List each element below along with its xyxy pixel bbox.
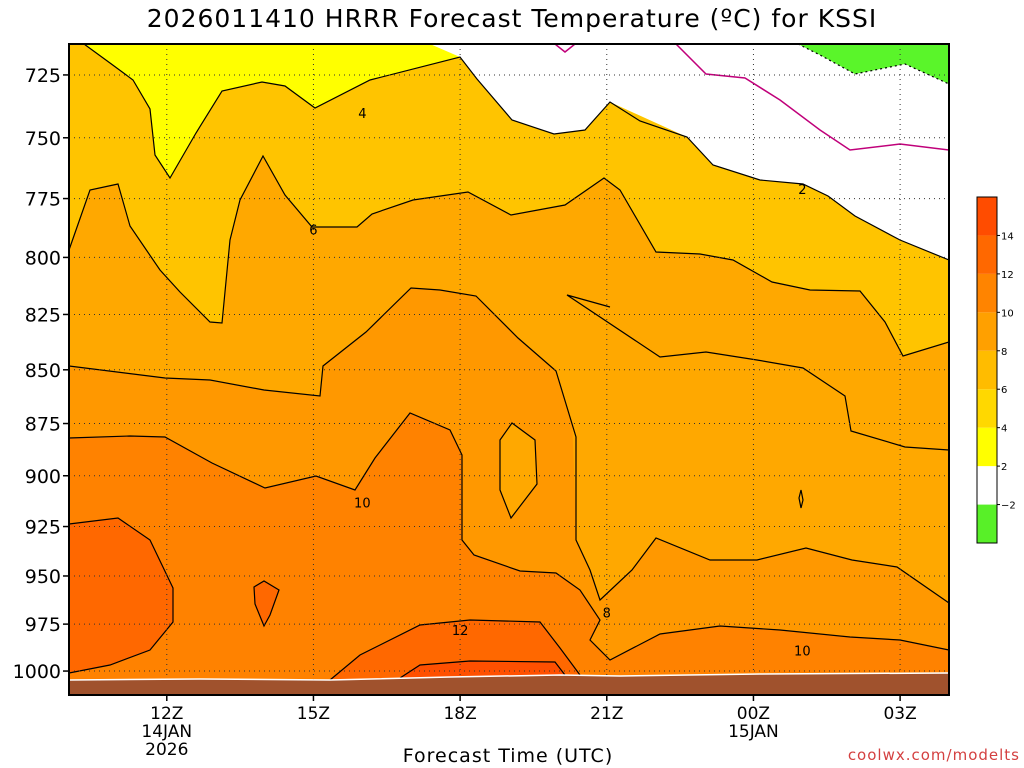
contour-label: 10 xyxy=(794,645,811,660)
colorbar-tick-label: 4 xyxy=(1001,424,1007,435)
colorbar-tick-label: 10 xyxy=(1001,308,1014,319)
y-tick-label: 875 xyxy=(25,414,61,436)
y-tick-label: 750 xyxy=(25,128,61,150)
x-tick-year-label: 2026 xyxy=(145,740,188,760)
y-tick-label: 1000 xyxy=(13,661,61,683)
grid xyxy=(69,44,949,695)
colorbar-tick-label: 2 xyxy=(1001,462,1007,473)
contour-label: 4 xyxy=(358,107,366,122)
x-tick-label: 15Z xyxy=(297,704,330,724)
x-tick-label: 12Z xyxy=(150,704,183,724)
y-tick-label: 850 xyxy=(25,360,61,382)
surface-band xyxy=(69,672,949,695)
colorbar-tick-label: −2 xyxy=(1001,501,1016,512)
x-axis-label: Forecast Time (UTC) xyxy=(402,745,614,767)
colorbar-swatch xyxy=(977,312,997,351)
contour-labels: 4 6 2 10 12 8 10 xyxy=(309,107,810,660)
contour-label: 2 xyxy=(798,183,806,198)
freezing-lines xyxy=(554,44,949,151)
contour-label: 6 xyxy=(309,223,317,238)
x-tick-date-label: 15JAN xyxy=(728,722,779,742)
colorbar-swatch xyxy=(977,197,997,236)
colorbar-swatch xyxy=(977,504,997,543)
colorbar-swatch xyxy=(977,427,997,467)
y-tick-label: 925 xyxy=(25,517,61,539)
colorbar-tick-label: 8 xyxy=(1001,347,1007,358)
x-tick-label: 00Z xyxy=(737,704,770,724)
chart-title: 2026011410 HRRR Forecast Temperature (ºC… xyxy=(146,4,878,33)
y-tick-label: 825 xyxy=(25,304,61,326)
colorbar-swatch xyxy=(977,466,997,505)
colorbar-tick-label: 12 xyxy=(1001,270,1014,281)
y-tick-label: 800 xyxy=(25,247,61,269)
y-tick-label: 775 xyxy=(25,189,61,211)
colorbar-swatch xyxy=(977,389,997,428)
x-tick-label: 21Z xyxy=(590,704,623,724)
colorbar: −2 2 4 6 8 10 12 14 xyxy=(976,196,1016,544)
y-tick-label: 975 xyxy=(25,614,61,636)
colorbar-swatch xyxy=(977,235,997,274)
y-axis: 725 750 775 800 825 850 875 900 925 950 975 1000 xyxy=(13,65,69,683)
colorbar-tick-label: 6 xyxy=(1001,385,1007,396)
y-tick-label: 725 xyxy=(25,65,61,87)
contour-lines xyxy=(69,44,949,681)
contour-label: 10 xyxy=(354,496,371,511)
x-tick-label: 03Z xyxy=(883,704,916,724)
colorbar-swatch xyxy=(977,273,997,313)
x-tick-date-label: 14JAN xyxy=(141,722,192,742)
colorbar-swatch xyxy=(977,350,997,390)
y-tick-label: 950 xyxy=(25,566,61,588)
colorbar-tick-label: 14 xyxy=(1001,231,1014,242)
contour-label: 8 xyxy=(603,607,611,622)
x-tick-label: 18Z xyxy=(443,704,476,724)
y-tick-label: 900 xyxy=(25,466,61,488)
colorbar-frame xyxy=(976,196,998,544)
contour-label: 12 xyxy=(452,624,469,639)
credit-text: coolwx.com/modelts xyxy=(847,746,1020,764)
